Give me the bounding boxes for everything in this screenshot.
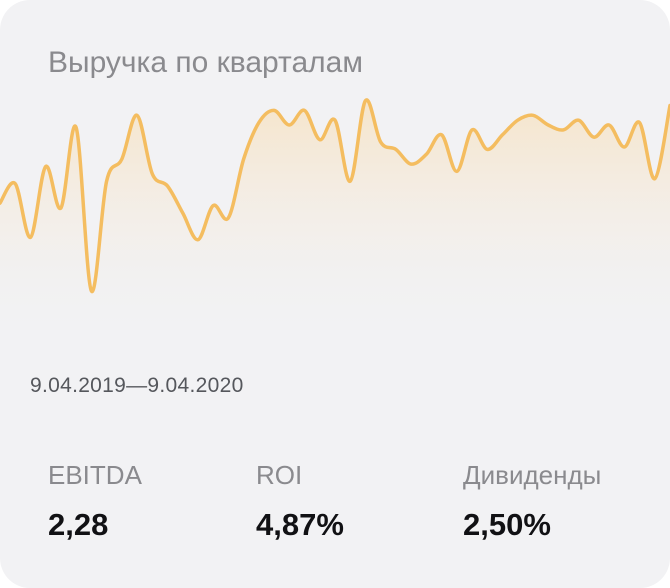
chart-title: Выручка по кварталам [48, 46, 363, 79]
metric-dividends-label: Дивиденды [463, 460, 602, 490]
metric-roi-value: 4,87% [256, 507, 344, 542]
metric-ebitda-label: EBITDA [48, 460, 142, 490]
metric-dividends-value: 2,50% [463, 507, 551, 542]
date-range: 9.04.2019—9.04.2020 [30, 374, 244, 397]
metric-ebitda-value: 2,28 [48, 507, 109, 542]
revenue-series-line [0, 98, 670, 293]
metric-roi: ROI 4,87% [256, 460, 344, 543]
metric-ebitda: EBITDA 2,28 [48, 460, 142, 543]
metric-dividends: Дивиденды 2,50% [463, 460, 601, 543]
revenue-area-fill [0, 99, 670, 350]
metric-roi-label: ROI [256, 460, 303, 490]
revenue-area-chart [0, 98, 670, 350]
